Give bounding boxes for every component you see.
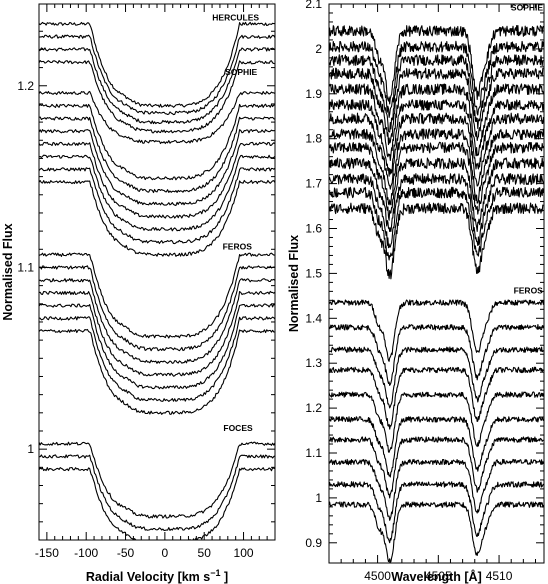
right-spectra bbox=[329, 25, 544, 563]
left-profile-line bbox=[39, 154, 275, 232]
left-x-axis-label-main: Radial Velocity [km s bbox=[86, 570, 210, 584]
left-profile-line bbox=[39, 90, 275, 145]
feros-spectrum-line bbox=[329, 501, 544, 563]
right-y-tick-label: 1.3 bbox=[305, 356, 322, 370]
left-x-tick-label: 50 bbox=[198, 546, 212, 560]
left-x-tick-label: -100 bbox=[74, 546, 98, 560]
feros-spectrum-line bbox=[329, 346, 544, 409]
right-y-tick-label: 2.1 bbox=[305, 0, 322, 11]
left-x-axis-label: Radial Velocity [km s−1 ] bbox=[86, 568, 228, 584]
left-profile-line bbox=[39, 278, 275, 364]
right-y-tick-label: 1.5 bbox=[305, 266, 322, 280]
left-profile-line bbox=[39, 21, 275, 108]
feros-spectrum-line bbox=[329, 299, 544, 362]
left-profile-line bbox=[39, 34, 275, 116]
right-y-tick-label: 1.4 bbox=[305, 311, 322, 325]
left-profile-line bbox=[39, 303, 275, 390]
left-profile-line bbox=[39, 290, 275, 377]
left-profile-line bbox=[39, 167, 275, 245]
sophie-spectrum-line bbox=[329, 83, 544, 161]
right-y-tick-label: 1.6 bbox=[305, 221, 322, 235]
sophie-spectrum-line bbox=[329, 99, 544, 177]
left-profile-line bbox=[39, 441, 275, 519]
right-y-tick-label: 1.9 bbox=[305, 87, 322, 101]
left-y-tick-label: 1 bbox=[27, 442, 34, 456]
left-profile-line bbox=[39, 129, 275, 207]
sophie-spectrum-line bbox=[329, 40, 544, 118]
feros-spectrum-line bbox=[329, 324, 544, 386]
left-panel-radial-velocity: -150 -100 -50 0 50 100 1 1.1 1.2 Radial Velocity … bbox=[1, 3, 276, 584]
sophie-spectrum-line bbox=[329, 54, 544, 133]
sophie-spectrum-line bbox=[329, 186, 544, 261]
right-y-tick-label: 1.2 bbox=[305, 401, 322, 415]
left-profile-line bbox=[39, 179, 275, 257]
feros-spectrum-line bbox=[329, 481, 544, 544]
left-y-tick-label: 1.2 bbox=[17, 79, 34, 93]
left-x-axis-label-close: ] bbox=[220, 570, 228, 584]
right-y-tick-label: 1.7 bbox=[305, 177, 322, 191]
left-x-axis-label-sup: −1 bbox=[210, 568, 220, 578]
right-y-axis-label: Normalised Flux bbox=[287, 235, 301, 332]
feros-spectrum-line bbox=[329, 416, 544, 478]
sophie-spectrum-line bbox=[329, 128, 544, 206]
feros-spectrum-line bbox=[329, 391, 544, 453]
right-y-tick-label: 0.9 bbox=[305, 536, 322, 550]
sophie-spectrum-line bbox=[329, 112, 544, 190]
left-profile-line bbox=[39, 328, 275, 415]
left-profile-line bbox=[39, 265, 275, 352]
right-panel-wavelength: 4500 4505 4510 0.9 1 1.1 1.2 1.3 1.4 1.5 1.6 1.7 1.8… bbox=[287, 0, 545, 584]
right-x-axis-label: Wavelength [Å] bbox=[391, 569, 482, 584]
left-instrument-label: HERCULES bbox=[212, 12, 259, 22]
feros-spectrum-line bbox=[329, 458, 544, 521]
feros-spectrum-line bbox=[329, 436, 544, 499]
left-profiles bbox=[39, 21, 275, 540]
left-y-tick-label: 1.1 bbox=[17, 260, 34, 274]
left-profile-line bbox=[39, 454, 275, 532]
right-instrument-label: FEROS bbox=[514, 286, 544, 296]
sophie-spectrum-line bbox=[329, 202, 544, 280]
left-instrument-label: FEROS bbox=[223, 241, 253, 251]
sophie-spectrum-line bbox=[329, 173, 544, 249]
feros-spectrum-line bbox=[329, 366, 544, 430]
left-profile-line bbox=[39, 141, 275, 219]
left-profile-line bbox=[39, 252, 275, 339]
right-y-tick-label: 1.1 bbox=[305, 446, 322, 460]
right-x-tick-label: 4510 bbox=[486, 569, 513, 583]
left-plot-frame bbox=[38, 3, 276, 541]
left-x-tick-label: -150 bbox=[35, 546, 59, 560]
left-profile-line bbox=[39, 103, 275, 181]
right-x-tick-label: 4505 bbox=[425, 569, 452, 583]
left-profile-line bbox=[39, 466, 275, 540]
left-profile-line bbox=[39, 316, 275, 402]
left-y-axis-label: Normalised Flux bbox=[1, 223, 15, 320]
left-x-tick-label: -50 bbox=[117, 546, 135, 560]
right-y-tick-label: 1.8 bbox=[305, 132, 322, 146]
left-instrument-label: SOPHIE bbox=[225, 67, 257, 77]
left-x-tick-label: 100 bbox=[234, 546, 254, 560]
right-x-tick-label: 4500 bbox=[364, 569, 391, 583]
left-instrument-label: FOCES bbox=[223, 423, 253, 433]
sophie-spectrum-line bbox=[329, 67, 544, 146]
sophie-spectrum-line bbox=[329, 25, 544, 105]
left-profile-line bbox=[39, 116, 275, 194]
sophie-spectrum-line bbox=[329, 157, 544, 233]
sophie-spectrum-line bbox=[329, 141, 544, 221]
left-x-tick-label: 0 bbox=[162, 546, 169, 560]
left-profile-line bbox=[39, 60, 275, 134]
right-y-tick-label: 1 bbox=[315, 491, 322, 505]
right-y-tick-label: 2 bbox=[315, 42, 322, 56]
right-instrument-label: SOPHIE bbox=[511, 3, 543, 13]
left-profile-line bbox=[39, 47, 275, 125]
right-plot-frame bbox=[328, 3, 545, 564]
